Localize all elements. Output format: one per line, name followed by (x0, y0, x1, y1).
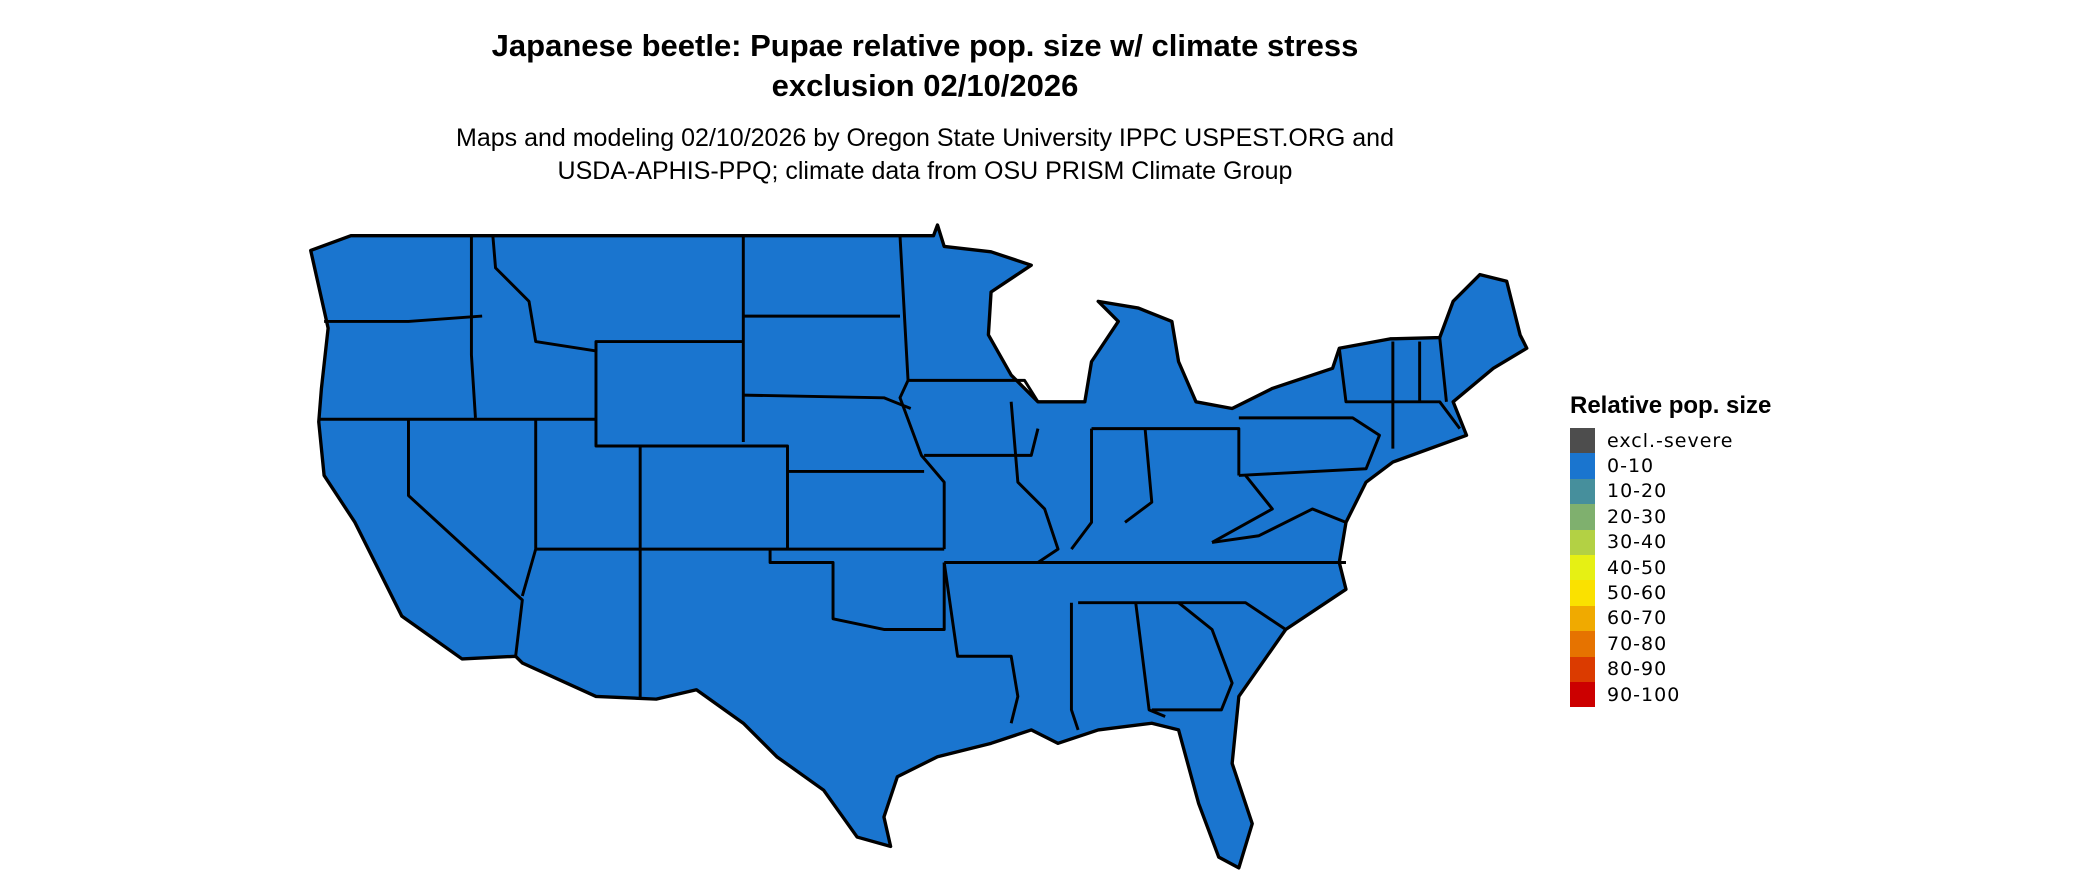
legend-label: 90-100 (1607, 683, 1681, 706)
map-subtitle-line1: Maps and modeling 02/10/2026 by Oregon S… (456, 124, 1394, 152)
legend-item: 80-90 (1570, 656, 1771, 682)
legend-item: 90-100 (1570, 681, 1771, 708)
legend-swatch (1570, 631, 1595, 657)
legend-label: 80-90 (1607, 658, 1668, 681)
legend-item: excl.-severe (1570, 428, 1771, 454)
legend-item: 50-60 (1570, 580, 1771, 606)
legend-label: 30-40 (1607, 531, 1668, 554)
legend-label: 50-60 (1607, 582, 1668, 605)
legend-swatch (1570, 554, 1595, 581)
legend-label: 20-30 (1607, 505, 1668, 528)
legend-swatch (1570, 605, 1595, 632)
map-title-line1: Japanese beetle: Pupae relative pop. siz… (491, 28, 1359, 63)
legend-label: 40-50 (1607, 556, 1668, 579)
legend-item: 40-50 (1570, 554, 1771, 581)
legend-label: excl.-severe (1607, 429, 1734, 452)
legend-swatch (1570, 478, 1595, 505)
state-borders (318, 235, 1461, 731)
legend-item: 70-80 (1570, 631, 1771, 657)
legend-label: 70-80 (1607, 632, 1668, 655)
legend-label: 0-10 (1607, 455, 1655, 478)
map-subtitle-line2: USDA-APHIS-PPQ; climate data from OSU PR… (557, 157, 1293, 185)
legend-swatch (1570, 428, 1595, 454)
legend-swatch (1570, 656, 1595, 682)
us-outline (309, 223, 1529, 870)
legend-swatch (1570, 681, 1595, 708)
legend-item: 60-70 (1570, 605, 1771, 632)
legend-swatch (1570, 453, 1595, 479)
map-title-line2: exclusion 02/10/2026 (771, 68, 1079, 103)
legend-swatch (1570, 504, 1595, 530)
legend-label: 60-70 (1607, 607, 1668, 630)
legend-title: Relative pop. size (1570, 392, 1772, 419)
legend-label: 10-20 (1607, 480, 1668, 503)
legend-item: 0-10 (1570, 453, 1771, 479)
legend-swatch (1570, 580, 1595, 606)
legend: Relative pop. size excl.-severe 0-10 10-20… (1570, 392, 1772, 708)
legend-item: 20-30 (1570, 504, 1771, 530)
legend-swatch (1570, 529, 1595, 555)
legend-item: 30-40 (1570, 529, 1771, 555)
legend-item: 10-20 (1570, 478, 1771, 505)
